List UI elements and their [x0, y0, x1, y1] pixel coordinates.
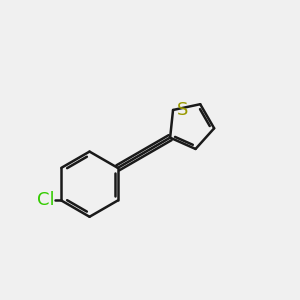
Text: S: S	[177, 101, 189, 119]
Text: Cl: Cl	[38, 191, 55, 209]
